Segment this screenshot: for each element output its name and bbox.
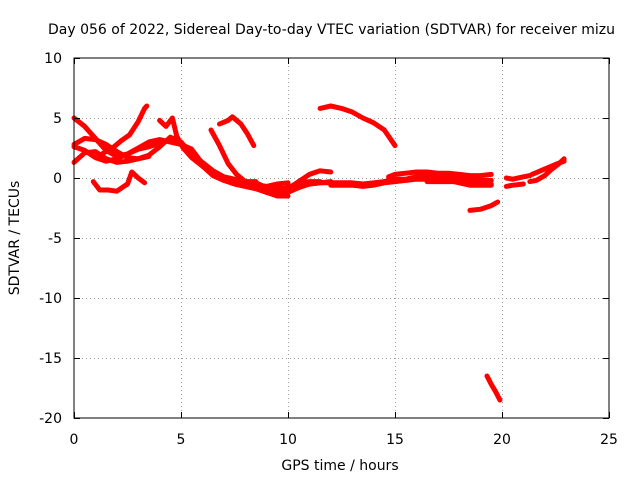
series-line-arc-21 bbox=[529, 158, 567, 177]
series-line-arc-18 bbox=[503, 173, 533, 182]
series-line-arc-16 bbox=[467, 199, 501, 213]
series-line-arc-14 bbox=[386, 169, 494, 180]
x-tick-label: 20 bbox=[493, 432, 511, 448]
y-tick-label: -20 bbox=[39, 411, 62, 427]
y-tick-label: 5 bbox=[53, 111, 62, 127]
series-line-arc-8 bbox=[208, 127, 291, 189]
series-line-arc-10 bbox=[274, 168, 334, 192]
y-tick-label: -10 bbox=[39, 291, 62, 307]
y-tick-label: 0 bbox=[53, 171, 62, 187]
y-tick-label: -5 bbox=[48, 231, 62, 247]
grid-lines bbox=[74, 58, 609, 418]
y-axis-label: SDTVAR / TECUs bbox=[7, 181, 23, 296]
y-tick-labels: -20 -15 -10 -5 0 5 10 bbox=[39, 51, 62, 427]
x-tick-label: 25 bbox=[600, 432, 618, 448]
series-line-arc-1 bbox=[71, 115, 323, 193]
series-line-arc-5 bbox=[90, 169, 148, 194]
x-tick-label: 5 bbox=[177, 432, 186, 448]
x-tick-label: 0 bbox=[70, 432, 79, 448]
series-line-arc-9 bbox=[217, 114, 257, 149]
x-axis-label: GPS time / hours bbox=[281, 458, 398, 474]
x-tick-labels: 0 5 10 15 20 25 bbox=[70, 432, 618, 448]
y-tick-label: 10 bbox=[44, 51, 62, 67]
series-line-arc-15 bbox=[424, 179, 494, 187]
data-series bbox=[71, 103, 567, 403]
x-tick-label: 10 bbox=[279, 432, 297, 448]
chart-title: Day 056 of 2022, Sidereal Day-to-day VTE… bbox=[48, 22, 615, 38]
series-line-arc-7 bbox=[157, 115, 259, 185]
series-line-arc-17 bbox=[484, 373, 503, 403]
series-line-arc-12 bbox=[317, 103, 398, 149]
axis-ticks bbox=[74, 58, 610, 419]
x-tick-label: 15 bbox=[386, 432, 404, 448]
series-line-arc-19 bbox=[503, 181, 526, 189]
y-tick-label: -15 bbox=[39, 351, 62, 367]
series-line-arc-6 bbox=[99, 103, 150, 157]
